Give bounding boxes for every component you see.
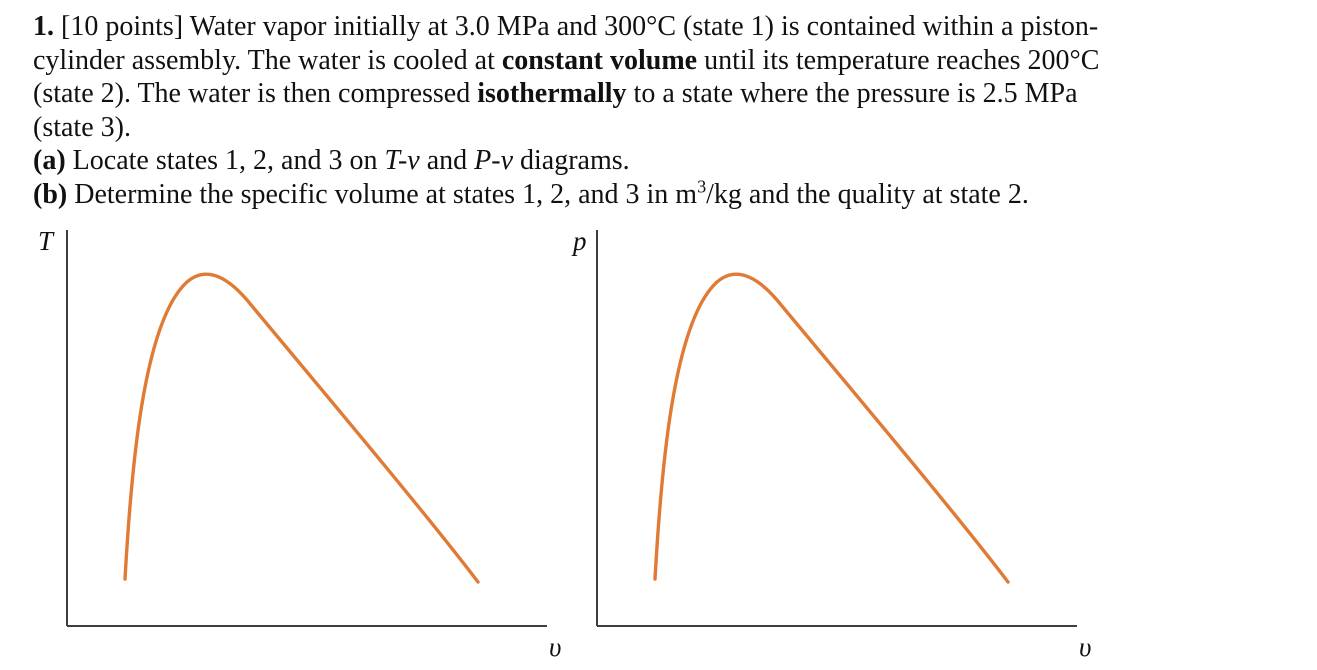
t-axis-label: T xyxy=(38,226,55,256)
t-v-diagram: T υ xyxy=(38,226,561,662)
part-b-line: (b) Determine the specific volume at sta… xyxy=(33,176,1295,212)
problem-line-3-text-a: (state 2). The water is then compressed xyxy=(33,78,478,109)
problem-line-2: cylinder assembly. The water is cooled a… xyxy=(33,44,1295,78)
problem-line-2-text-a: cylinder assembly. The water is cooled a… xyxy=(33,44,502,76)
problem-line-1: 1. [10 points] Water vapor initially at … xyxy=(33,10,1295,44)
t-diagram-v-axis-label: υ xyxy=(549,632,561,662)
p-axis-label: p xyxy=(571,226,587,256)
problem-line-4: (state 3). xyxy=(33,111,1295,145)
part-a-text-1: Locate states 1, 2, and 3 on xyxy=(65,145,385,176)
problem-statement: 1. [10 points] Water vapor initially at … xyxy=(33,10,1295,211)
t-diagram-saturation-dome-curve xyxy=(123,272,480,584)
part-b-text-1: Determine the specific volume at states … xyxy=(67,178,698,210)
part-b-text-2: /kg and the quality at state 2. xyxy=(706,178,1029,210)
constant-volume-emphasis: constant volume xyxy=(501,44,698,76)
part-a-text-2: and xyxy=(419,145,475,176)
problem-line-2-text-b: until its temperature reaches 200°C xyxy=(697,44,1100,76)
problem-line-1-text: [10 points] Water vapor initially at 3.0… xyxy=(54,11,1099,42)
t-v-term: T-v xyxy=(384,145,420,176)
part-a-label: (a) xyxy=(33,145,66,176)
p-diagram-v-axis-label: υ xyxy=(1079,632,1091,662)
p-v-diagram: p υ xyxy=(571,226,1091,662)
p-v-term: P-v xyxy=(474,145,514,176)
isothermally-emphasis: isothermally xyxy=(477,78,627,109)
problem-line-4-text: (state 3). xyxy=(33,111,131,143)
part-b-label: (b) xyxy=(33,178,68,210)
problem-line-3-text-b: to a state where the pressure is 2.5 MPa xyxy=(626,78,1078,109)
p-diagram-saturation-dome-curve xyxy=(653,272,1010,584)
part-a-line: (a) Locate states 1, 2, and 3 on T-v and… xyxy=(33,144,1295,178)
cubic-exponent: 3 xyxy=(697,176,707,197)
problem-number: 1. xyxy=(33,11,54,42)
problem-line-3: (state 2). The water is then compressed … xyxy=(33,77,1295,111)
part-a-text-3: diagrams. xyxy=(513,145,630,176)
